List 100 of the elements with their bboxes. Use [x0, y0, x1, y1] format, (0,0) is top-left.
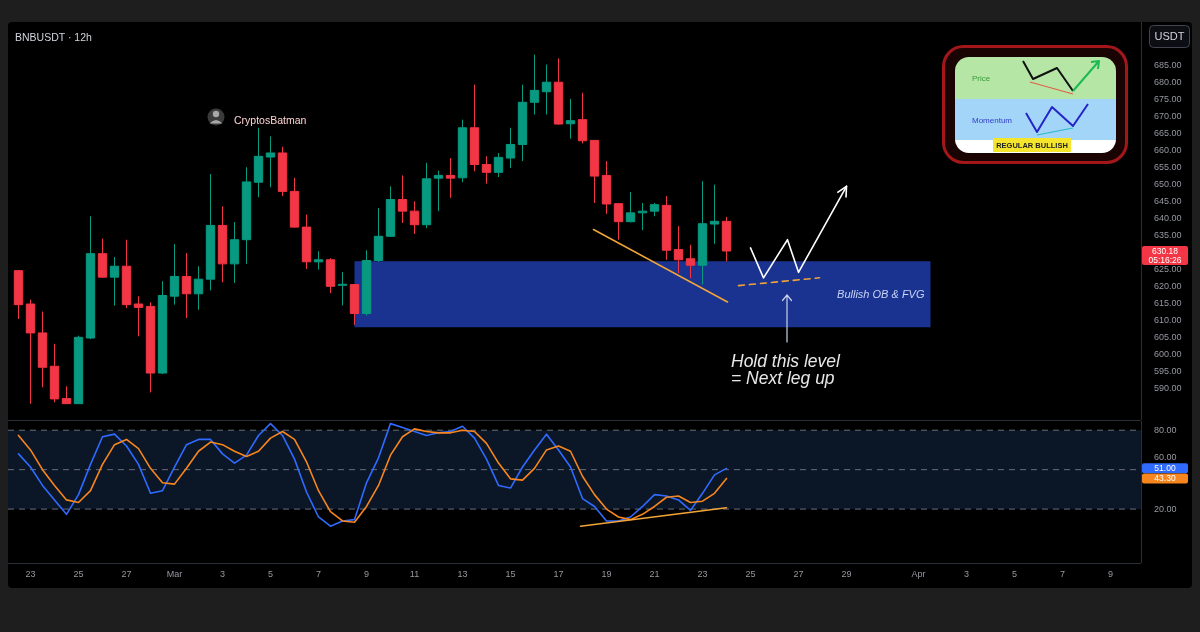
- y-tick-label: 680.00: [1154, 76, 1182, 87]
- candlestick: [673, 225, 684, 274]
- candlestick: [361, 249, 372, 317]
- candlestick: [589, 139, 600, 204]
- candlestick: [373, 207, 384, 263]
- annotation: Momentum: [972, 115, 1013, 125]
- x-tick-label: 23: [25, 569, 36, 579]
- text: 43.30: [1154, 473, 1176, 484]
- candlestick: [577, 92, 588, 144]
- x-tick-label: 19: [601, 569, 612, 579]
- x-tick-label: 7: [315, 569, 322, 579]
- candlestick: [121, 239, 132, 309]
- x-tick-label: 25: [745, 569, 756, 579]
- candlestick: [553, 57, 564, 126]
- x-tick-label: 17: [553, 569, 564, 579]
- y-tick-label: 615.00: [1154, 297, 1182, 308]
- candlestick: [37, 310, 48, 388]
- x-tick-label: 9: [1107, 569, 1114, 579]
- x-tick-label: 13: [457, 569, 468, 579]
- candlestick: [565, 98, 576, 140]
- candlestick: [601, 160, 612, 215]
- x-tick-label: 25: [73, 569, 84, 579]
- x-tick-label: 29: [841, 569, 852, 579]
- text: 05:16:26: [1148, 254, 1182, 265]
- candlestick: [697, 180, 708, 286]
- y-tick-label: 80.00: [1154, 425, 1177, 436]
- x-tick-label: 21: [649, 569, 660, 579]
- candlestick: [709, 184, 720, 245]
- candlestick: [337, 271, 348, 306]
- candlestick: [181, 252, 192, 319]
- candlestick: [397, 174, 408, 224]
- annotation: CryptosBatman: [234, 114, 307, 127]
- candlestick: [109, 256, 120, 307]
- y-tick-label: 590.00: [1154, 382, 1182, 393]
- candlestick: [61, 385, 72, 405]
- candlestick: [649, 202, 660, 217]
- y-tick-label: 675.00: [1154, 93, 1182, 104]
- x-tick-label: Mar: [166, 569, 183, 579]
- candlestick: [97, 238, 108, 279]
- candlestick: [73, 335, 84, 405]
- candlestick: [85, 215, 96, 340]
- x-tick-label: 27: [793, 569, 804, 579]
- x-tick-label: 15: [505, 569, 516, 579]
- candlestick: [349, 283, 360, 326]
- y-tick-label: 595.00: [1154, 365, 1182, 376]
- candlestick: [433, 170, 444, 212]
- y-tick-label: 645.00: [1154, 195, 1182, 206]
- annotation: Hold this level = Next leg up: [731, 351, 842, 388]
- candlestick: [133, 295, 144, 337]
- candlestick: [421, 162, 432, 229]
- x-tick-label: 27: [121, 569, 132, 579]
- candlestick: [193, 265, 204, 311]
- candlestick: [625, 191, 636, 223]
- x-tick-label: 3: [963, 569, 970, 579]
- candlestick: [289, 177, 300, 229]
- candlestick: [661, 195, 672, 261]
- candlestick: [529, 54, 540, 116]
- x-tick-label: 5: [267, 569, 274, 579]
- y-tick-label: 600.00: [1154, 348, 1182, 359]
- x-tick-label: 7: [1059, 569, 1066, 579]
- x-tick-label: 3: [219, 569, 226, 579]
- candlestick: [481, 155, 492, 185]
- y-axis-title: USDT: [1154, 30, 1185, 43]
- candlestick: [325, 257, 336, 294]
- candlestick: [385, 185, 396, 238]
- candlestick: [49, 343, 60, 403]
- candlestick: [205, 173, 216, 291]
- y-tick-label: 635.00: [1154, 229, 1182, 240]
- candlestick: [613, 202, 624, 241]
- candlestick: [457, 119, 468, 183]
- x-tick-label: 5: [1011, 569, 1018, 579]
- candlestick: [169, 243, 180, 306]
- candlestick: [229, 221, 240, 284]
- candlestick: [157, 280, 168, 375]
- y-tick-label: 670.00: [1154, 110, 1182, 121]
- candlestick: [277, 146, 288, 197]
- y-tick-label: 610.00: [1154, 314, 1182, 325]
- annotation: Bullish OB & FVG: [837, 287, 925, 300]
- annotation: Price: [972, 73, 991, 83]
- x-tick-label: 23: [697, 569, 708, 579]
- y-tick-label: 655.00: [1154, 161, 1182, 172]
- candlestick: [25, 299, 36, 405]
- x-tick-label: 9: [363, 569, 370, 579]
- candlestick: [541, 64, 552, 116]
- candlestick: [13, 269, 24, 320]
- candlestick: [253, 127, 264, 198]
- y-tick-label: 650.00: [1154, 178, 1182, 189]
- candlestick: [517, 84, 528, 162]
- x-tick-label: 11: [409, 569, 420, 579]
- candlestick: [505, 127, 516, 169]
- y-tick-label: 20.00: [1154, 504, 1177, 515]
- y-tick-label: 605.00: [1154, 331, 1182, 342]
- candlestick: [265, 135, 276, 188]
- candlestick: [409, 200, 420, 235]
- candlestick: [445, 157, 456, 199]
- text: BNBUSDT · 12h: [15, 31, 92, 43]
- candlestick: [685, 244, 696, 279]
- candlestick: [721, 216, 732, 262]
- candlestick: [217, 205, 228, 283]
- y-tick-label: 640.00: [1154, 212, 1182, 223]
